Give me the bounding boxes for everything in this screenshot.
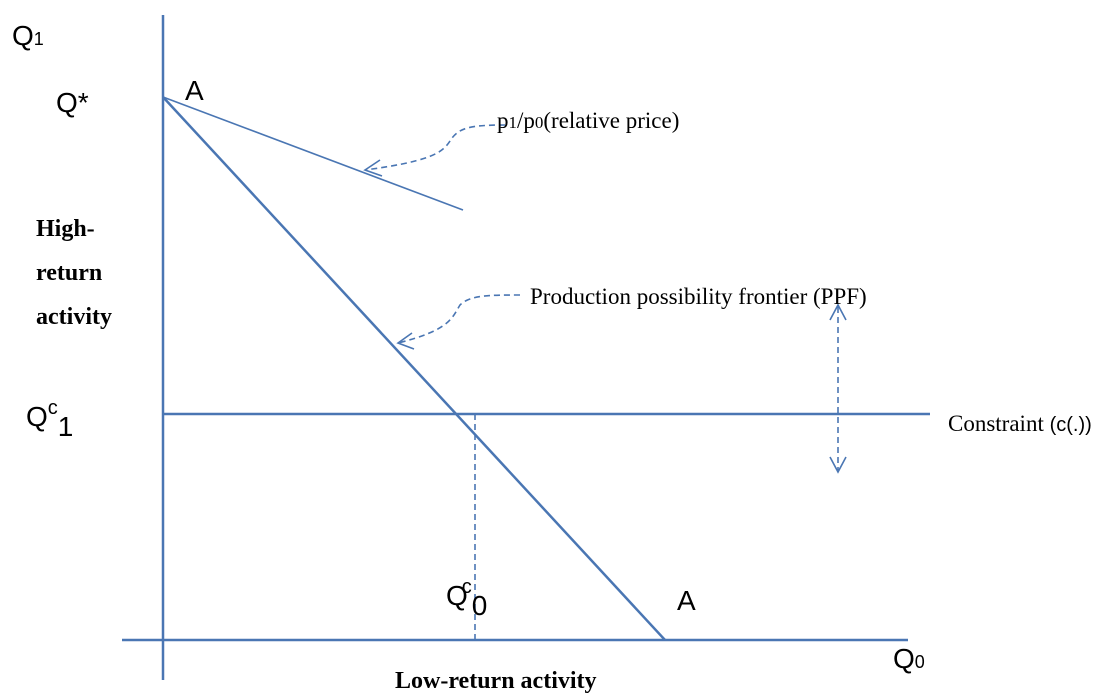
price-arrowhead — [363, 159, 383, 177]
text-part: p — [497, 108, 509, 133]
ppf-line — [162, 96, 666, 641]
label-sup: c — [48, 397, 58, 419]
label-sub: 0 — [915, 652, 925, 672]
price-annotation: p1/p0(relative price) — [497, 108, 679, 133]
label-base: Q — [26, 401, 48, 432]
ppf-annotation: Production possibility frontier (PPF) — [530, 284, 867, 309]
qc0-label: Qc0 — [446, 576, 487, 621]
label-base: Q — [12, 20, 34, 51]
text-part: (c(.)) — [1050, 414, 1092, 436]
price-line — [162, 96, 464, 211]
constraint-annotation: Constraint (c(.)) — [948, 411, 1092, 436]
x-axis-label: Q0 — [893, 643, 925, 674]
text-part: /p — [517, 108, 535, 133]
label-sub: 0 — [472, 590, 488, 621]
y-axis-label: Q1 — [12, 20, 44, 51]
label-base: Q — [893, 643, 915, 674]
label-base: Q — [446, 580, 468, 611]
y-title-line: High- — [36, 216, 95, 242]
label-sup: c — [462, 576, 472, 598]
ppf-arrow — [397, 294, 521, 344]
label-sub: 1 — [34, 29, 44, 49]
y-title-line: return — [36, 260, 102, 286]
qc1-label: Qc1 — [26, 397, 73, 442]
text-part: Constraint — [948, 411, 1044, 436]
constraint-arrowheads — [829, 303, 847, 474]
label-sub: 1 — [58, 411, 74, 442]
a-top-label: A — [185, 75, 204, 106]
y-title-line: activity — [36, 304, 112, 330]
a-bottom-label: A — [677, 585, 696, 616]
q-star-label: Q* — [56, 87, 89, 118]
text-part: (relative price) — [543, 108, 679, 133]
x-title: Low-return activity — [395, 668, 597, 694]
price-arrow — [364, 124, 506, 171]
ppf-arrowhead — [396, 332, 415, 350]
text-part: 0 — [535, 113, 544, 132]
text-part: 1 — [509, 113, 518, 132]
